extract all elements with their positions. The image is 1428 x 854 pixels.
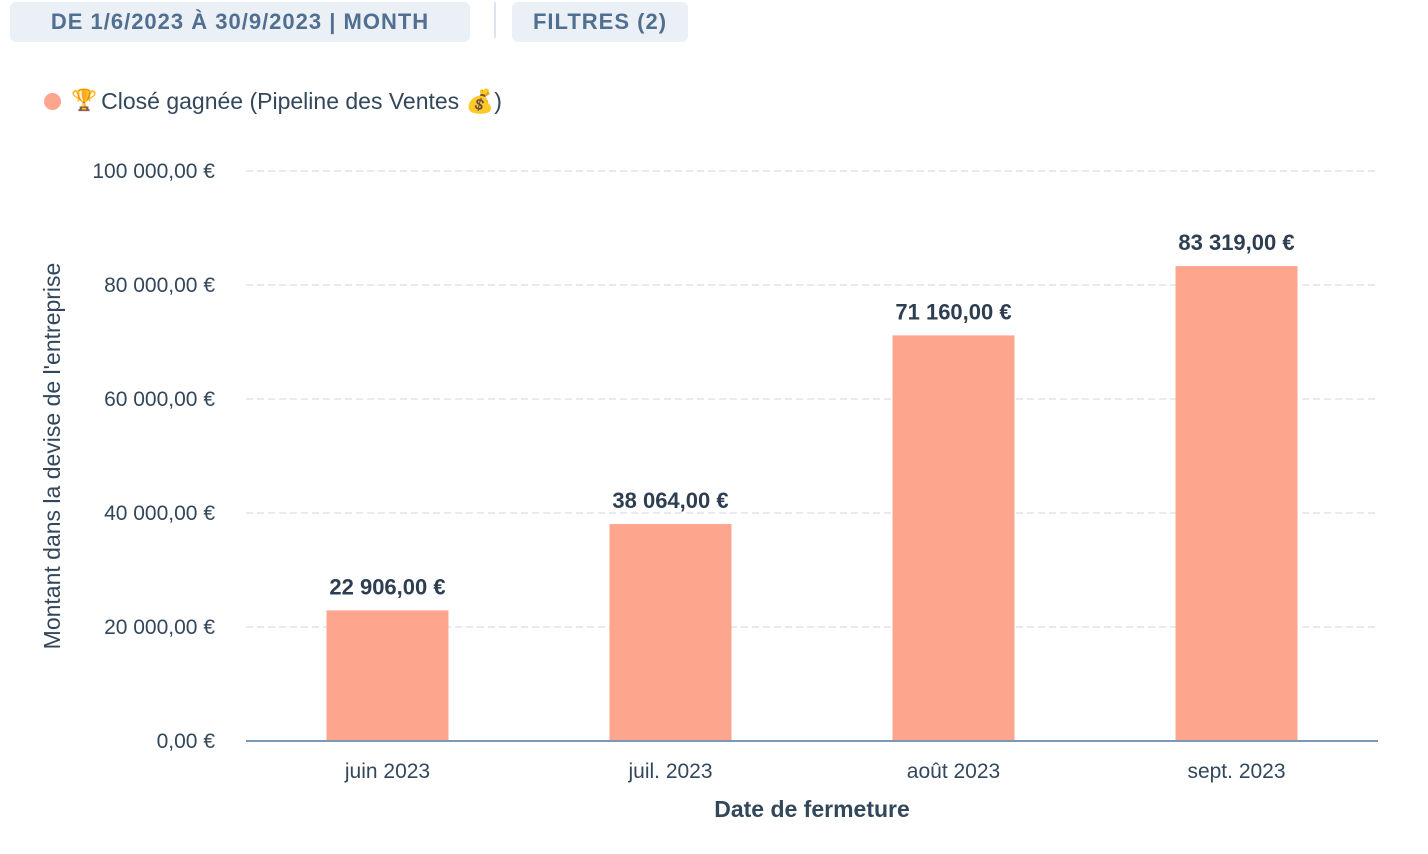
bar[interactable] [1175, 266, 1298, 741]
x-tick-label: juin 2023 [344, 760, 430, 783]
bars [326, 266, 1298, 741]
legend-color-dot [44, 92, 61, 110]
bar[interactable] [892, 335, 1015, 741]
y-tick-label: 80 000,00 € [104, 274, 215, 297]
y-tick-label: 40 000,00 € [104, 502, 215, 525]
value-labels: 22 906,00 € 38 064,00 € 71 160,00 € 83 319,… [329, 230, 1294, 599]
chart-legend[interactable]: 🏆 Closé gagnée (Pipeline des Ventes 💰) [44, 86, 502, 116]
date-range-filter-button[interactable]: DE 1/6/2023 À 30/9/2023 | MONTH [10, 2, 470, 42]
y-tick-label: 100 000,00 € [92, 160, 215, 183]
filter-separator [494, 2, 496, 38]
legend-label: Closé gagnée (Pipeline des Ventes 💰) [101, 87, 502, 114]
x-tick-label: juil. 2023 [627, 760, 712, 783]
x-axis-title: Date de fermeture [714, 796, 910, 822]
bar[interactable] [609, 524, 732, 741]
trophy-icon: 🏆 [71, 89, 98, 112]
bar-value-label: 71 160,00 € [895, 299, 1011, 324]
bar-value-label: 22 906,00 € [329, 574, 445, 599]
y-axis-ticks: 0,00 € 20 000,00 € 40 000,00 € 60 000,00 € 8… [92, 160, 215, 753]
y-tick-label: 0,00 € [157, 730, 216, 753]
bar[interactable] [326, 610, 449, 741]
bar-value-label: 38 064,00 € [612, 488, 728, 513]
x-tick-label: sept. 2023 [1187, 760, 1285, 783]
filters-button[interactable]: FILTRES (2) [512, 2, 688, 42]
y-tick-label: 60 000,00 € [104, 388, 215, 411]
y-axis-title: Montant dans la devise de l'entreprise [39, 263, 65, 650]
x-axis-ticks: juin 2023 juil. 2023 août 2023 sept. 2023 [344, 760, 1286, 783]
x-tick-label: août 2023 [907, 760, 1000, 783]
bar-value-label: 83 319,00 € [1178, 230, 1294, 255]
y-tick-label: 20 000,00 € [104, 616, 215, 639]
